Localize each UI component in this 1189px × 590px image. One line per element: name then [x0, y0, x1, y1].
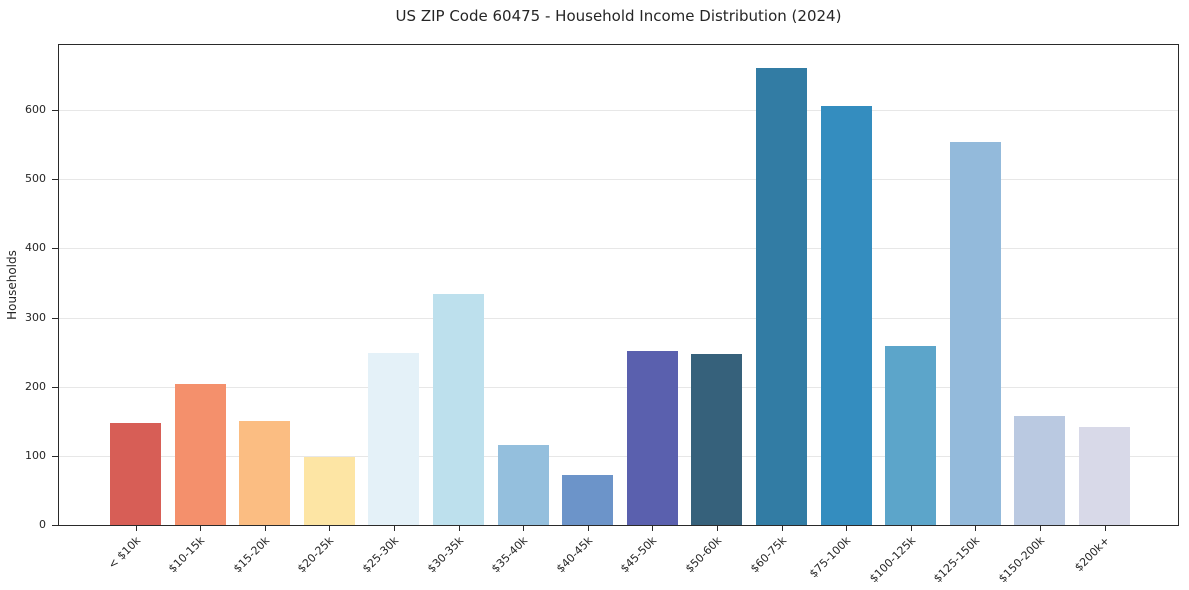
y-tick-mark-0 [52, 525, 58, 526]
bar-$20-25k [303, 457, 355, 525]
y-tick-mark-600 [52, 110, 58, 111]
x-tick-mark-$25-30k [393, 526, 395, 531]
x-tick-mark-$40-45k [587, 526, 589, 531]
x-tick-mark-$30-35k [458, 526, 460, 531]
bar-$150-200k [1014, 415, 1066, 525]
bar-$50-60k [691, 354, 743, 525]
x-tick-mark-$50-60k [716, 526, 718, 531]
gridline-y-500 [59, 179, 1178, 181]
x-tick-mark-$20-25k [329, 526, 331, 531]
y-tick-label-600: 600 [25, 103, 46, 116]
bar-$15-20k [239, 420, 291, 525]
y-tick-label-500: 500 [25, 172, 46, 186]
x-tick-label-< $10k: < $10k [105, 534, 143, 572]
gridline-y-600 [59, 110, 1178, 112]
bar-$45-50k [626, 350, 678, 525]
gridline-y-300 [59, 317, 1178, 319]
y-tick-mark-400 [52, 248, 58, 250]
x-tick-mark-$15-20k [264, 526, 266, 531]
x-tick-mark-$45-50k [652, 526, 654, 531]
x-tick-mark-$60-75k [781, 526, 783, 531]
y-tick-mark-100 [52, 455, 58, 457]
bar-$75-100k [820, 105, 872, 525]
bar-$200k+ [1079, 427, 1130, 525]
x-tick-mark-$75-100k [846, 526, 848, 531]
y-tick-mark-200 [52, 386, 58, 388]
y-tick-mark-300 [52, 317, 58, 319]
x-tick-mark-$100-125k [910, 526, 912, 531]
plot-area [58, 44, 1179, 526]
gridline-y-100 [59, 455, 1178, 457]
y-tick-label-400: 400 [25, 241, 46, 255]
x-tick-mark-$150-200k [1039, 526, 1041, 531]
bar-$25-30k [368, 353, 420, 525]
bar-$30-35k [433, 294, 484, 525]
bar-$60-75k [756, 67, 807, 525]
x-tick-mark-$125-150k [975, 526, 977, 531]
y-tick-mark-500 [52, 179, 58, 181]
y-tick-label-200: 200 [25, 379, 46, 393]
x-tick-mark-$35-40k [523, 526, 525, 531]
bar-$10-15k [174, 383, 226, 525]
y-tick-label-0: 0 [39, 518, 46, 531]
y-tick-label-300: 300 [25, 310, 46, 324]
x-tick-mark-$200k+ [1104, 526, 1106, 531]
y-tick-label-100: 100 [25, 448, 46, 462]
chart-title: US ZIP Code 60475 - Household Income Dis… [395, 7, 842, 25]
bar-$35-40k [497, 445, 549, 525]
bar-< $10k [110, 423, 161, 525]
bar-$125-150k [949, 141, 1001, 525]
bar-$40-45k [562, 474, 614, 525]
gridline-y-200 [59, 386, 1178, 388]
bar-$100-125k [885, 345, 937, 525]
x-tick-mark-$10-15k [200, 526, 202, 531]
x-tick-mark-< $10k [135, 526, 137, 531]
gridline-y-400 [59, 248, 1178, 250]
